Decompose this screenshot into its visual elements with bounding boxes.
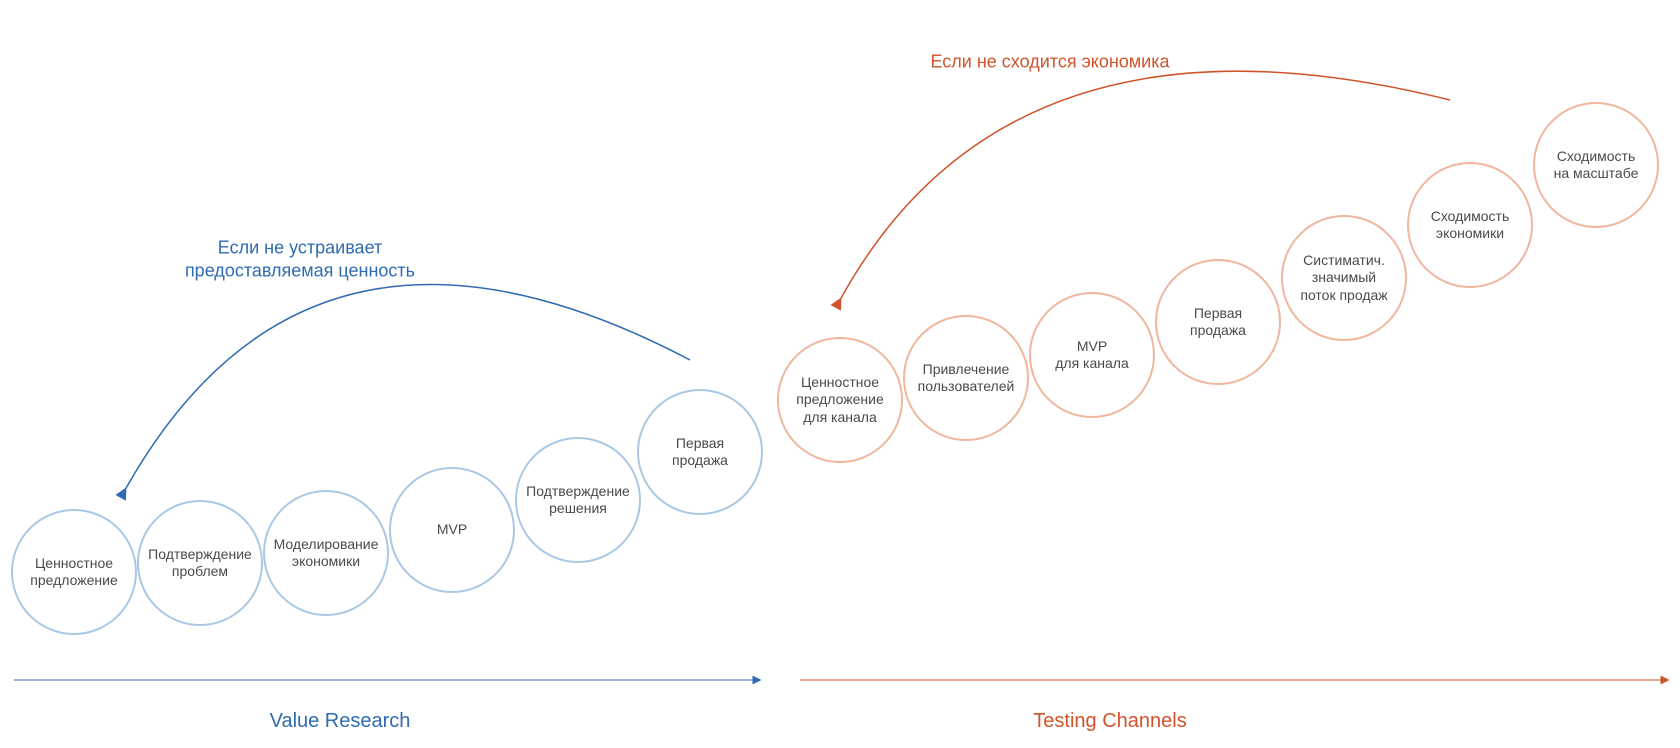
stage-bubble-left-4: Подтверждение решения [515,437,641,563]
stage-bubble-right-3: Первая продажа [1155,259,1281,385]
stage-bubble-left-5: Первая продажа [637,389,763,515]
diagram-stage: Если не устраивает предоставляемая ценно… [0,0,1680,748]
stage-bubble-right-6: Сходимость на масштабе [1533,102,1659,228]
stage-bubble-right-2: MVP для канала [1029,292,1155,418]
feedback-arc-label-left: Если не устраивает предоставляемая ценно… [185,237,415,284]
stage-bubble-label: Первая продажа [1190,305,1246,340]
stage-bubble-label: Ценностное предложение [30,555,117,590]
stage-bubble-left-0: Ценностное предложение [11,509,137,635]
stage-bubble-label: Моделирование экономики [274,536,379,571]
stage-bubble-right-0: Ценностное предложение для канала [777,337,903,463]
stage-bubble-label: Систиматич. значимый поток продаж [1300,252,1387,305]
stage-bubble-label: Привлечение пользователей [918,361,1015,396]
stage-bubble-right-5: Сходимость экономики [1407,162,1533,288]
stage-bubble-label: Сходимость экономики [1431,208,1510,243]
stage-bubble-label: Ценностное предложение для канала [796,374,883,427]
stage-bubble-left-3: MVP [389,467,515,593]
axis-title-right: Testing Channels [1033,710,1186,733]
feedback-arc-label-right: Если не сходится экономика [930,50,1169,73]
stage-bubble-label: Подтверждение проблем [148,546,252,581]
stage-bubble-right-4: Систиматич. значимый поток продаж [1281,215,1407,341]
stage-bubble-label: MVP [437,521,467,539]
stage-bubble-label: MVP для канала [1055,338,1129,373]
axis-title-left: Value Research [270,710,411,733]
stage-bubble-label: Подтверждение решения [526,483,630,518]
stage-bubble-left-1: Подтверждение проблем [137,500,263,626]
stage-bubble-left-2: Моделирование экономики [263,490,389,616]
stage-bubble-right-1: Привлечение пользователей [903,315,1029,441]
stage-bubble-label: Сходимость на масштабе [1554,148,1639,183]
stage-bubble-label: Первая продажа [672,435,728,470]
